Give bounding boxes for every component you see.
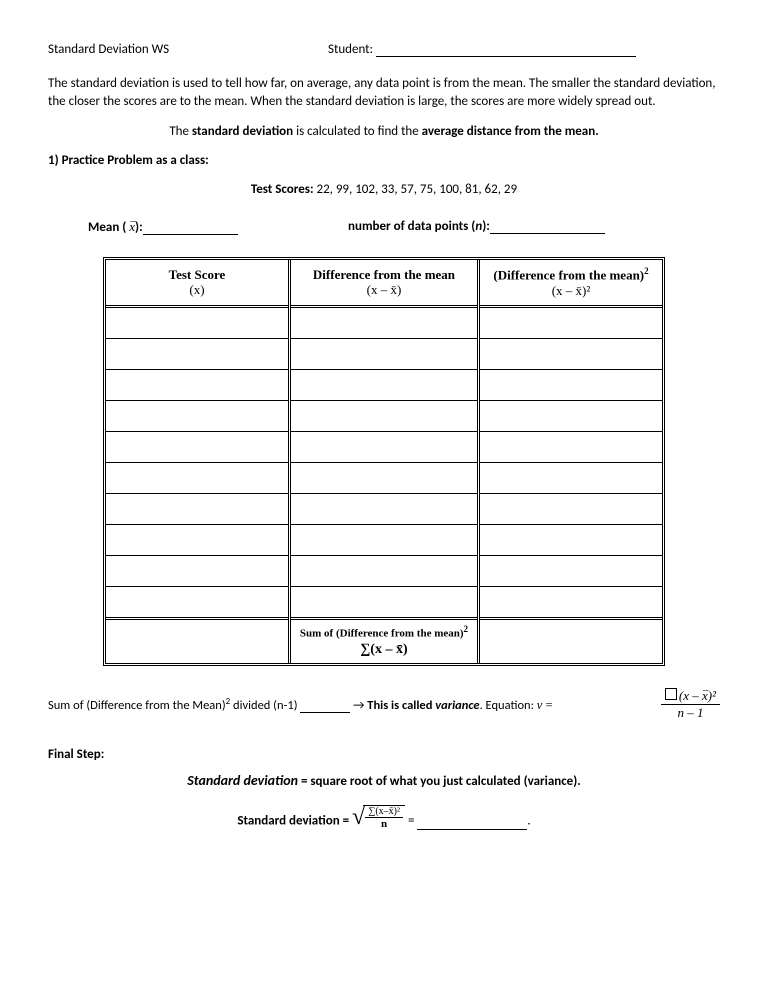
scores-values: 22, 99, 102, 33, 57, 75, 100, 81, 62, 29 — [314, 182, 518, 197]
sum-sup: 2 — [464, 624, 469, 634]
col2-sup: 2 — [644, 266, 649, 276]
col0-sub: (x) — [189, 282, 204, 297]
var-frac-den: n – 1 — [673, 705, 707, 721]
n-post: ): — [482, 219, 490, 234]
var-blank — [300, 712, 350, 713]
table-row — [106, 431, 662, 462]
table-row — [106, 524, 662, 555]
var-num-post: )² — [708, 688, 716, 703]
table-row — [106, 493, 662, 524]
mean-group: Mean ( x): — [88, 219, 348, 235]
table-row — [106, 306, 662, 338]
def-pre: The — [169, 124, 192, 139]
problem-heading: 1) Practice Problem as a class: — [48, 153, 720, 168]
var-eq: = — [542, 698, 552, 712]
n-blank — [490, 233, 605, 234]
n-group: number of data points (n): — [348, 219, 605, 235]
variance-text: Sum of (Difference from the Mean)2 divid… — [48, 696, 657, 713]
sd-post: = square root of what you just calculate… — [298, 774, 581, 789]
var-bold: This is called — [367, 698, 435, 713]
mean-n-row: Mean ( x): number of data points (n): — [88, 219, 680, 235]
def-bold1: standard deviation — [192, 124, 293, 139]
variance-line: Sum of (Difference from the Mean)2 divid… — [48, 688, 720, 721]
col0-title: Test Score — [169, 267, 226, 282]
table-row — [106, 338, 662, 369]
sd-term: Standard deviation — [187, 772, 298, 789]
definition-line: The standard deviation is calculated to … — [48, 124, 720, 139]
variance-fraction: (x – x)² n – 1 — [661, 688, 720, 721]
data-table: Test Score(x) Difference from the mean(x… — [106, 260, 662, 663]
var-frac-num: (x – x)² — [661, 688, 720, 705]
table-row — [106, 586, 662, 618]
final-eq-equals: = — [408, 813, 417, 828]
table-row — [106, 462, 662, 493]
final-eq-period: . — [527, 813, 530, 828]
xbar-symbol: x — [702, 688, 708, 703]
var-post: . Equation: — [480, 698, 537, 713]
n-pre: number of data points ( — [348, 219, 475, 234]
final-step-label: Final Step: — [48, 747, 720, 762]
var-num-pre: (x – — [679, 688, 702, 703]
student-label: Student: — [328, 42, 373, 57]
var-mid1: divided (n-1) — [230, 698, 300, 713]
col1-title: Difference from the mean — [313, 267, 455, 282]
var-arrow: → — [350, 698, 367, 713]
worksheet-title: Standard Deviation WS — [48, 42, 328, 57]
scores-label: Test Scores: — [251, 182, 314, 197]
col-header-diff: Difference from the mean(x – x̄) — [289, 260, 478, 306]
mean-pre: Mean ( — [88, 220, 129, 235]
student-blank-line — [376, 56, 636, 57]
final-eq-label: Standard deviation = — [237, 813, 352, 828]
student-field: Student: — [328, 42, 636, 57]
var-ital: variance — [435, 698, 479, 713]
xbar-symbol: x — [129, 219, 135, 234]
def-bold2: average distance from the mean. — [422, 124, 599, 139]
sqrt-expr: √ ∑(x–x̄)² n — [352, 805, 405, 830]
table-row — [106, 400, 662, 431]
test-scores-line: Test Scores: 22, 99, 102, 33, 57, 75, 10… — [48, 182, 720, 197]
table-row — [106, 369, 662, 400]
table-row — [106, 555, 662, 586]
mean-post: ): — [135, 220, 143, 235]
sqrt-num: ∑(x–x̄)² — [365, 806, 403, 818]
intro-paragraph: The standard deviation is used to tell h… — [48, 75, 720, 110]
sqrt-den: n — [381, 818, 387, 830]
table-header-row: Test Score(x) Difference from the mean(x… — [106, 260, 662, 306]
header-row: Standard Deviation WS Student: — [48, 42, 720, 57]
final-sentence: Standard deviation = square root of what… — [48, 772, 720, 789]
data-table-wrap: Test Score(x) Difference from the mean(x… — [103, 257, 665, 666]
col1-sub: (x – x̄) — [367, 282, 402, 297]
sum-sigma: ∑(x – x̄) — [360, 642, 407, 657]
col-header-diffsq: (Difference from the mean)2 (x – x̄)² — [479, 260, 663, 306]
var-pre: Sum of (Difference from the Mean) — [48, 698, 226, 713]
final-equation: Standard deviation = √ ∑(x–x̄)² n = . — [48, 805, 720, 830]
sqrt-frac: ∑(x–x̄)² n — [363, 805, 405, 830]
sum-cell: Sum of (Difference from the mean)2 ∑(x –… — [289, 618, 478, 663]
table-sum-row: Sum of (Difference from the mean)2 ∑(x –… — [106, 618, 662, 663]
col2-title: (Difference from the mean) — [493, 267, 644, 282]
col2-sub: (x – x̄)² — [552, 283, 591, 298]
final-blank — [417, 829, 527, 830]
col-header-score: Test Score(x) — [106, 260, 289, 306]
def-mid: is calculated to find the — [293, 124, 422, 139]
box-icon — [665, 688, 677, 700]
sum-label: Sum of (Difference from the mean) — [300, 627, 464, 639]
mean-blank — [143, 234, 238, 235]
